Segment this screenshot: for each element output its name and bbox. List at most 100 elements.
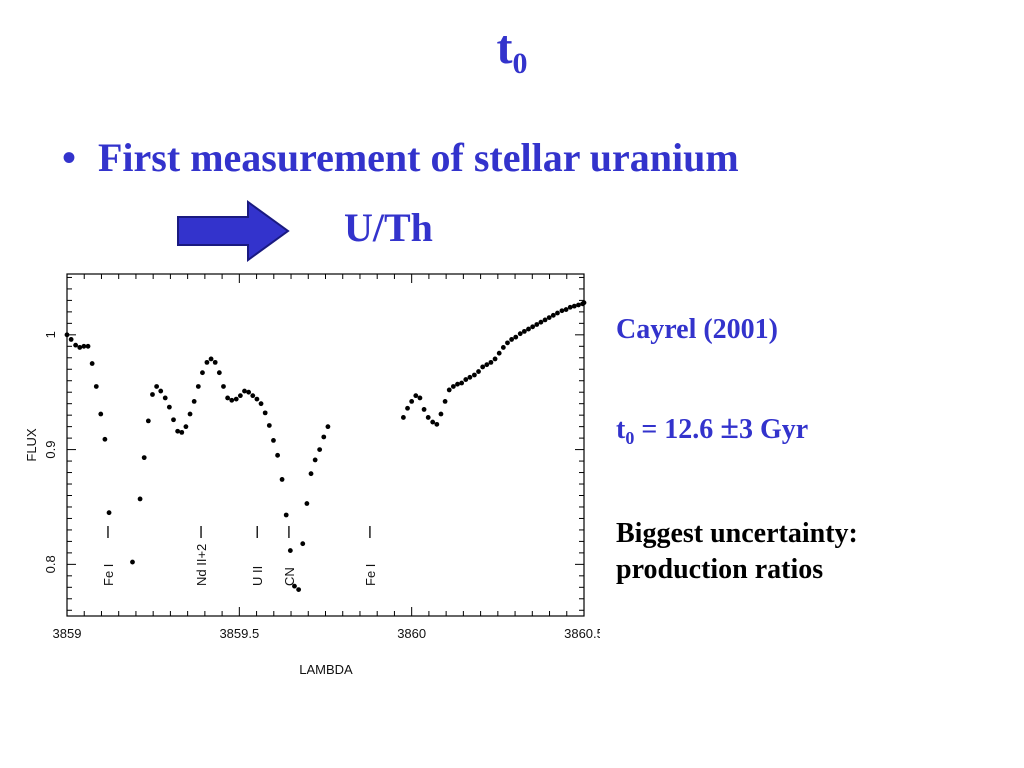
data-point: [191, 398, 197, 404]
data-point: [471, 372, 477, 378]
data-point: [246, 389, 252, 395]
data-point: [287, 548, 293, 553]
data-point: [409, 398, 415, 404]
data-point: [200, 370, 205, 376]
data-point: [442, 398, 448, 404]
data-point: [505, 340, 510, 346]
bullet-dot-icon: •: [62, 135, 77, 180]
data-point: [500, 345, 506, 350]
result-value: = 12.6: [634, 414, 721, 445]
data-point: [89, 361, 95, 366]
data-point: [137, 496, 143, 502]
data-point: [563, 307, 569, 312]
x-tick-label: 3860: [397, 626, 426, 641]
data-point: [212, 359, 218, 365]
line-id-label: Fe I: [101, 564, 116, 586]
data-point: [68, 337, 74, 342]
data-point: [85, 343, 91, 349]
data-point: [530, 324, 536, 330]
data-point: [221, 384, 226, 389]
data-point: [102, 436, 108, 442]
data-point: [233, 396, 239, 402]
y-axis-label: FLUX: [24, 428, 39, 462]
line-id-label: Fe I: [363, 564, 378, 586]
data-point: [195, 384, 201, 389]
data-point: [250, 393, 256, 399]
line-id-label: Nd II+2: [194, 544, 209, 586]
data-point: [154, 384, 160, 389]
title-subscript: 0: [512, 47, 528, 80]
data-point: [166, 404, 172, 410]
data-point: [517, 331, 523, 337]
x-tick-label: 3859: [53, 626, 82, 641]
data-point: [550, 312, 556, 318]
data-point: [64, 332, 70, 338]
data-point: [413, 393, 419, 399]
data-point: [292, 583, 297, 589]
data-point: [496, 350, 502, 356]
data-point: [208, 356, 214, 362]
line-id-label: CN: [282, 567, 297, 586]
right-arrow-icon: [177, 200, 290, 262]
data-point: [106, 510, 112, 516]
y-tick-label: 1: [43, 331, 58, 338]
data-point: [509, 337, 515, 342]
data-point: [141, 455, 147, 461]
data-point: [425, 415, 431, 420]
y-tick-label: 0.9: [43, 441, 58, 459]
data-point: [492, 356, 498, 362]
title-main: t: [496, 21, 513, 74]
line-identifications: Fe I Nd II+2 U II CN Fe I: [101, 526, 378, 586]
bullet-item: • First measurement of stellar uranium: [62, 130, 739, 186]
data-point: [304, 501, 310, 506]
data-point: [204, 359, 210, 365]
data-point: [216, 370, 222, 376]
data-point: [187, 411, 193, 417]
data-point: [242, 388, 247, 394]
citation: Cayrel (2001): [616, 314, 778, 345]
data-point: [145, 418, 151, 424]
data-point: [400, 415, 406, 420]
data-point: [158, 388, 164, 394]
data-point: [459, 380, 465, 386]
data-point: [98, 411, 104, 417]
data-point: [446, 387, 452, 393]
x-axis-label: LAMBDA: [299, 662, 353, 677]
data-point: [93, 384, 99, 389]
data-point: [405, 405, 410, 411]
data-point: [476, 369, 481, 374]
data-point: [484, 362, 490, 368]
data-point: [555, 310, 560, 316]
data-point: [258, 401, 264, 407]
data-point: [77, 345, 83, 350]
chart-axes: 3859 3859.5 3860 3860.5 0.8 0.9 1: [43, 274, 600, 641]
data-point: [567, 304, 573, 310]
spectrum-chart: 3859 3859.5 3860 3860.5 0.8 0.9 1 Fe I Nd II+2 U…: [24, 273, 600, 677]
data-point: [150, 392, 155, 397]
data-point: [254, 396, 260, 402]
data-point: [130, 559, 135, 565]
data-point: [534, 322, 540, 327]
data-point: [542, 317, 548, 323]
data-point: [271, 438, 276, 443]
data-point: [455, 381, 460, 387]
data-point: [325, 424, 331, 430]
data-point: [526, 326, 531, 332]
data-point: [576, 302, 581, 308]
data-point: [237, 393, 243, 399]
data-point: [171, 417, 176, 423]
bullet-text: First measurement of stellar uranium: [98, 135, 739, 180]
data-point: [275, 452, 280, 458]
ratio-label: U/Th: [344, 205, 433, 250]
data-point: [463, 377, 469, 382]
slide-title: t0: [0, 18, 1024, 94]
line-id-label: U II: [250, 566, 265, 586]
y-tick-label: 0.8: [43, 555, 58, 573]
note-line-2: production ratios: [616, 554, 824, 585]
data-point: [581, 300, 587, 306]
x-tick-label: 3859.5: [219, 626, 259, 641]
data-point: [438, 411, 444, 417]
data-point: [421, 407, 427, 412]
plus-minus-icon: ±: [720, 409, 739, 446]
result-symbol: t: [616, 414, 626, 445]
